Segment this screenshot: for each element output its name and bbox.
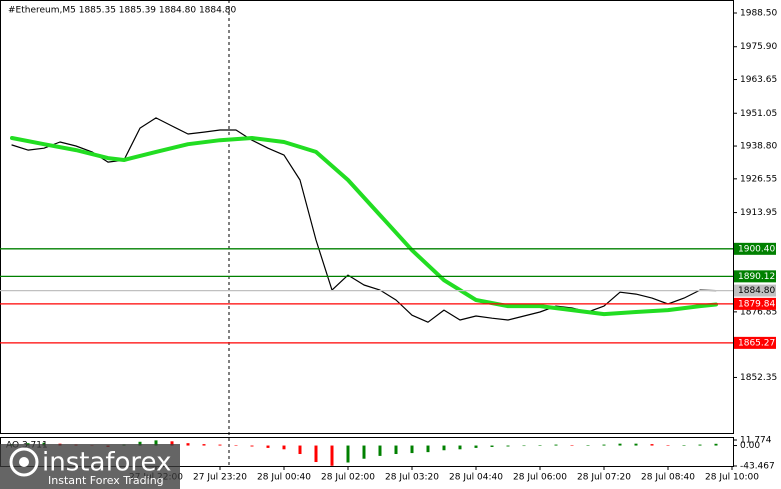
ao-bar (346, 445, 350, 463)
ao-bar (538, 445, 542, 446)
level-tag (734, 284, 776, 297)
ao-bar (234, 445, 238, 446)
x-tick-label: 28 Jul 06:00 (513, 473, 567, 483)
ao-bar (426, 445, 430, 453)
ao-bar (506, 445, 510, 447)
plot: 1988.50 1975.90 1963.65 1951.05 1938.80 1926.… (0, 9, 777, 483)
tagline: Instant Forex Trading (48, 474, 164, 487)
logo-dot (19, 457, 29, 467)
ao-bar (714, 443, 718, 446)
y-tick-label: 1988.50 (740, 9, 777, 19)
level-label: 1884.80 (738, 286, 775, 296)
ao-bar (554, 444, 558, 446)
y-tick-label: 1913.95 (740, 208, 777, 218)
level-label: 1900.40 (738, 244, 775, 254)
ao-bar (202, 444, 206, 446)
price-line (11, 117, 717, 323)
price-line (10, 136, 718, 317)
ao-bar (282, 445, 286, 450)
ao-bar (442, 445, 446, 451)
ao-bar (138, 441, 142, 446)
ao-bar (474, 445, 478, 448)
x-tick-label: 28 Jul 08:40 (641, 473, 695, 483)
level-label: 1890.12 (738, 272, 775, 282)
y-tick-label: 1926.55 (740, 174, 777, 184)
y-tick-label: 1852.35 (740, 373, 777, 383)
ao-bar (586, 445, 590, 446)
ao-bar (330, 445, 334, 466)
level-tag (734, 242, 776, 255)
ao-bar (570, 445, 574, 446)
y-tick-label: 1963.65 (740, 75, 777, 85)
ao-bar (314, 445, 318, 463)
y-tick-label: 1951.05 (740, 109, 777, 119)
x-tick-label: 27 Jul 23:20 (193, 473, 247, 483)
ao-tick-label: 11.774 (740, 436, 772, 446)
ao-bar (250, 445, 254, 447)
y-tick-label: 1876.85 (740, 307, 777, 317)
ao-bar (154, 440, 158, 446)
ao-bar (490, 445, 494, 447)
ao-bar (378, 445, 382, 456)
x-tick-label: 28 Jul 03:20 (385, 473, 439, 483)
ao-bar (602, 444, 606, 446)
x-tick-label: 28 Jul 10:00 (705, 473, 759, 483)
ao-bar (618, 443, 622, 446)
ao-tick-label: -43.467 (740, 462, 775, 472)
x-tick-label: 28 Jul 00:40 (257, 473, 311, 483)
ao-bar (698, 444, 702, 446)
main-frame (0, 0, 734, 434)
ao-bar (186, 443, 190, 446)
ao-bar (218, 444, 222, 446)
ao-bar (522, 445, 526, 447)
ao-bar (266, 445, 270, 448)
ao-bar (362, 445, 366, 459)
ao-bar (682, 445, 686, 446)
x-tick-label: 28 Jul 07:20 (577, 473, 631, 483)
x-tick-label: 28 Jul 04:40 (449, 473, 503, 483)
logo (9, 447, 39, 477)
ao-bar (458, 445, 462, 450)
brand: instaforex (42, 448, 171, 478)
ao-bar (666, 445, 670, 446)
level-label: 1879.84 (738, 299, 775, 309)
level-tag (734, 297, 776, 310)
y-tick-label: 1975.90 (740, 42, 777, 52)
chart-title: #Ethereum,M5 1885.35 1885.39 1884.80 188… (8, 6, 236, 16)
ao-bar (634, 443, 638, 446)
ao-tick-label: 0.00 (740, 441, 760, 451)
level-tag (734, 336, 776, 349)
ao-bar (394, 445, 398, 455)
watermark: instaforex Instant Forex Trading (0, 444, 180, 489)
level-label: 1865.27 (738, 338, 775, 348)
ao-bar (170, 441, 174, 446)
x-tick-label: 28 Jul 02:00 (321, 473, 375, 483)
ao-bar (298, 445, 302, 455)
ao-bar (650, 444, 654, 446)
y-tick-label: 1938.80 (740, 142, 777, 152)
level-tag (734, 270, 776, 283)
ao-bar (410, 445, 414, 454)
